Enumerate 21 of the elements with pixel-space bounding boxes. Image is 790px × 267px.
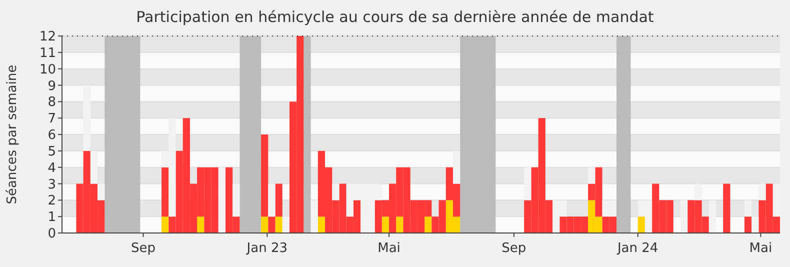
y-tick-label: 4 [48,160,56,176]
x-tick-label: Jan 24 [616,241,658,256]
chart-title: Participation en hémicycle au cours de sa dernière année de mandat [136,8,654,26]
x-tick-label: Jan 23 [246,241,288,256]
y-tick-label: 12 [39,30,56,45]
y-tick-label: 11 [39,46,56,61]
y-tick-label: 2 [48,194,56,209]
y-axis-title: Séances par semaine [5,64,20,204]
y-tick-label: 5 [48,144,56,160]
x-tick-label: Sep [502,241,526,256]
y-tick-label: 0 [48,226,56,242]
y-tick-label: 7 [48,112,56,127]
x-tick-label: Mai [749,241,772,256]
y-tick-label: 8 [48,95,56,110]
y-tick-label: 6 [48,128,56,144]
y-tick-label: 3 [48,177,56,192]
y-tick-label: 9 [48,78,56,94]
x-tick-label: Sep [130,241,156,256]
y-tick-label: 10 [39,62,56,78]
y-tick-label: 1 [48,210,56,226]
x-tick-label: Mai [378,241,400,256]
